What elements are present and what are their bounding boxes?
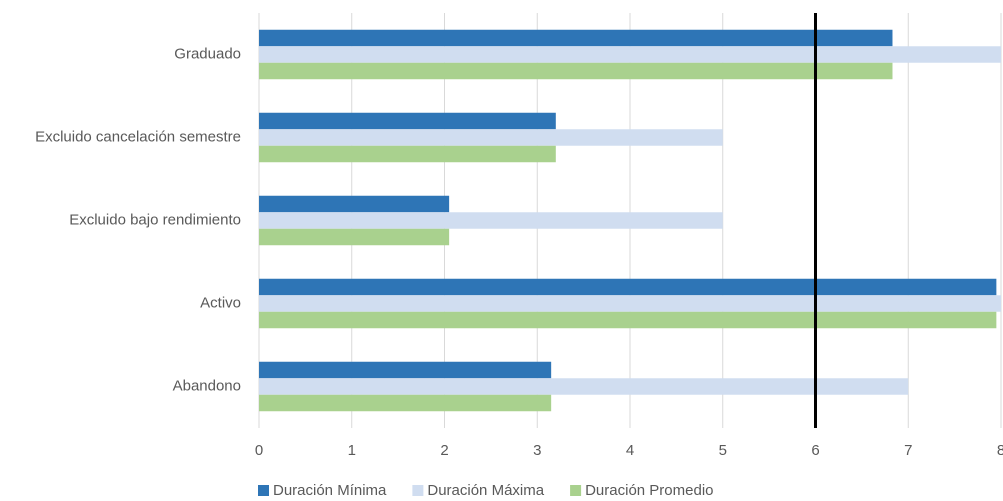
legend-swatch bbox=[258, 485, 269, 496]
y-tick-label: Excluido bajo rendimiento bbox=[69, 211, 241, 228]
bar bbox=[259, 129, 723, 146]
bar bbox=[259, 295, 1001, 312]
bar bbox=[259, 311, 997, 329]
x-tick-label: 8 bbox=[997, 442, 1003, 459]
x-tick-label: 2 bbox=[440, 442, 448, 459]
legend-label: Duración Máxima bbox=[427, 482, 544, 499]
x-tick-label: 7 bbox=[904, 442, 912, 459]
bar bbox=[259, 228, 450, 246]
legend-swatch bbox=[570, 485, 582, 496]
bar bbox=[259, 378, 909, 395]
x-tick-label: 3 bbox=[533, 442, 541, 459]
bar bbox=[259, 361, 552, 379]
bar bbox=[259, 394, 552, 412]
bar bbox=[259, 212, 723, 229]
x-tick-label: 0 bbox=[255, 442, 263, 459]
y-tick-label: Abandono bbox=[173, 377, 241, 394]
x-tick-label: 6 bbox=[811, 442, 819, 459]
bar bbox=[259, 195, 450, 213]
bar bbox=[259, 46, 1001, 63]
y-tick-label: Excluido cancelación semestre bbox=[35, 128, 241, 145]
bar bbox=[259, 278, 997, 296]
bar bbox=[259, 62, 893, 80]
legend-label: Duración Mínima bbox=[273, 482, 387, 499]
legend-swatch bbox=[412, 485, 424, 496]
x-tick-label: 1 bbox=[348, 442, 356, 459]
legend-label: Duración Promedio bbox=[585, 482, 713, 499]
y-tick-label: Graduado bbox=[174, 45, 241, 62]
x-tick-label: 4 bbox=[626, 442, 634, 459]
bar bbox=[259, 29, 893, 47]
bar bbox=[259, 112, 556, 130]
x-tick-label: 5 bbox=[719, 442, 727, 459]
bar bbox=[259, 145, 556, 163]
y-tick-label: Activo bbox=[200, 294, 241, 311]
